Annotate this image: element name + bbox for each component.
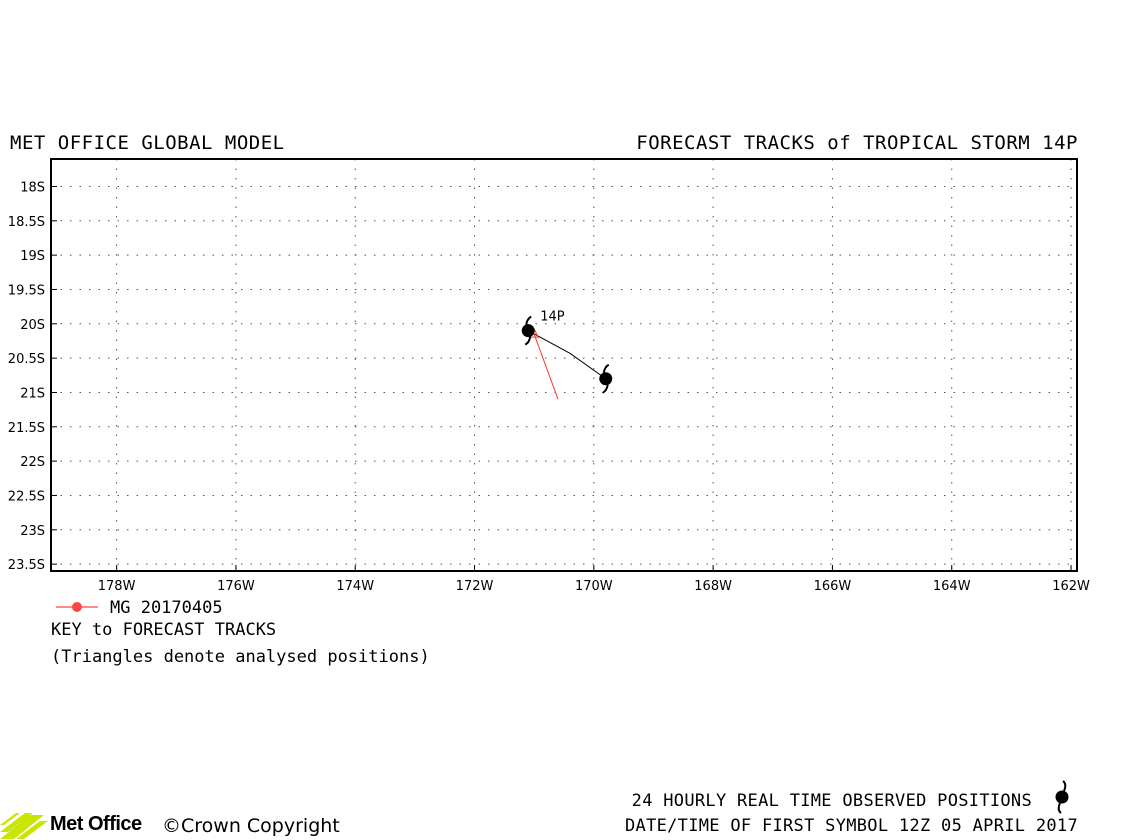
lon-tick-label: 166W — [814, 579, 852, 594]
lat-tick-label: 22S — [20, 455, 45, 470]
lat-tick-label: 22.5S — [8, 489, 45, 504]
met-office-logo-icon — [0, 813, 48, 839]
lat-tick-label: 20S — [20, 318, 45, 333]
key-series-label: MG 20170405 — [110, 598, 223, 618]
storm-title: FORECAST TRACKS of TROPICAL STORM 14P — [636, 132, 1078, 154]
storm-position-icon — [521, 315, 535, 346]
key-note: (Triangles denote analysed positions) — [51, 647, 430, 667]
lat-tick-label: 18.5S — [8, 215, 45, 230]
axis-ticks: 18S 18.5S 19S 19.5S 20S 20.5S 21S 21.5S 22S 22.5S… — [8, 180, 1090, 594]
lat-tick-label: 23S — [20, 524, 45, 539]
lon-tick-label: 178W — [98, 579, 136, 594]
map-frame — [50, 158, 1078, 572]
lat-tick-label: 20.5S — [8, 352, 45, 367]
lon-tick-label: 168W — [694, 579, 732, 594]
lon-tick-label: 174W — [336, 579, 374, 594]
key-series-marker — [56, 602, 98, 612]
first-symbol-date: DATE/TIME OF FIRST SYMBOL 12Z 05 APRIL 2… — [625, 816, 1078, 836]
lon-tick-label: 176W — [217, 579, 255, 594]
observed-positions-label: 24 HOURLY REAL TIME OBSERVED POSITIONS — [631, 791, 1032, 811]
model-title: MET OFFICE GLOBAL MODEL — [10, 132, 285, 154]
copyright-text: ©Crown Copyright — [162, 815, 340, 837]
lon-tick-label: 170W — [575, 579, 613, 594]
lat-tick-label: 18S — [20, 180, 45, 195]
storm-position-icon — [599, 363, 613, 394]
key-title: KEY to FORECAST TRACKS — [51, 620, 277, 640]
storm-tracks: 14P — [521, 310, 613, 400]
lat-tick-label: 21S — [20, 386, 45, 401]
lat-tick-label: 21.5S — [8, 421, 45, 436]
lat-tick-label: 19S — [20, 249, 45, 264]
storm-symbol-icon — [1055, 780, 1069, 814]
lon-tick-label: 172W — [456, 579, 494, 594]
storm-label: 14P — [540, 310, 565, 325]
map-grid — [51, 159, 1077, 571]
lon-tick-label: 164W — [933, 579, 971, 594]
brand-name: Met Office — [50, 813, 142, 835]
lon-tick-label: 162W — [1052, 579, 1090, 594]
lat-tick-label: 19.5S — [8, 283, 45, 298]
forecast-track-line — [533, 333, 559, 400]
observed-track-line — [527, 330, 607, 380]
lat-tick-label: 23.5S — [8, 558, 45, 573]
